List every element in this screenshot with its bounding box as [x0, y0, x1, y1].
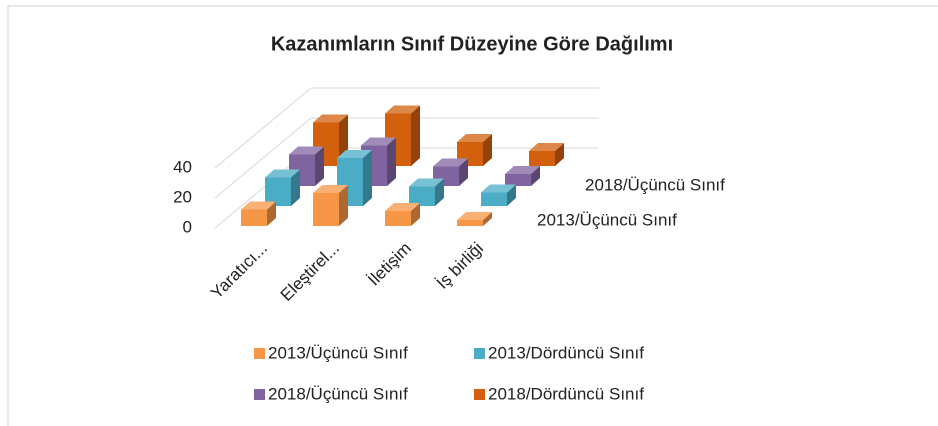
x-tick-label: İletişim	[364, 239, 415, 290]
bar	[241, 209, 267, 226]
bar	[457, 220, 483, 226]
y-tick-label: 0	[183, 217, 192, 236]
bar	[505, 174, 531, 186]
x-tick-label: Eleştirel...	[277, 239, 343, 305]
bar-side	[315, 146, 324, 186]
legend-label: 2018/Üçüncü Sınıf	[268, 384, 408, 403]
bar	[529, 151, 555, 166]
bar-side	[291, 169, 300, 206]
legend-swatch	[474, 348, 485, 359]
bar-top	[457, 212, 492, 220]
chart-frame	[7, 5, 938, 426]
bar-side	[435, 178, 444, 206]
bar-side	[411, 203, 420, 226]
bar-side	[363, 150, 372, 206]
chart-title: Kazanımların Sınıf Düzeyine Göre Dağılım…	[271, 33, 673, 55]
bar-side	[267, 201, 276, 226]
legend-label: 2013/Üçüncü Sınıf	[268, 343, 408, 362]
legend-swatch	[254, 389, 265, 400]
legend-label: 2018/Dördüncü Sınıf	[488, 384, 644, 403]
bar	[265, 177, 291, 206]
bar	[313, 193, 339, 226]
y-tick-label: 40	[173, 157, 192, 176]
legend-swatch	[474, 389, 485, 400]
bar	[409, 186, 435, 206]
legend-label: 2013/Dördüncü Sınıf	[488, 343, 644, 362]
bar-top	[433, 158, 468, 167]
x-tick-label: İş birliği	[433, 239, 487, 293]
bar-side	[387, 137, 396, 186]
bar-top	[337, 150, 372, 158]
x-tick-label: Yaratıcı...	[207, 239, 271, 303]
bar-top	[361, 137, 396, 146]
bar	[385, 211, 411, 226]
bar-top	[409, 178, 444, 187]
bar-top	[385, 203, 420, 211]
bar-top	[289, 146, 324, 155]
legend-swatch	[254, 348, 265, 359]
bar-side	[339, 185, 348, 226]
bar-top	[241, 201, 276, 210]
y-tick-label: 20	[173, 187, 192, 206]
bar-top	[265, 169, 300, 178]
bar-side	[459, 158, 468, 186]
grid-line	[214, 117, 312, 199]
bar-side	[483, 212, 492, 226]
bar-top	[385, 105, 420, 114]
grid-line	[214, 87, 312, 169]
bar-side	[555, 143, 564, 166]
bar-top	[481, 184, 516, 193]
bar-side	[483, 134, 492, 166]
bar-top	[505, 166, 540, 174]
bar-top	[313, 185, 348, 193]
bar-side	[507, 184, 516, 206]
bar-top	[529, 143, 564, 151]
bar-top	[313, 114, 348, 123]
bar-top	[457, 134, 492, 142]
depth-label: 2018/Üçüncü Sınıf	[585, 175, 725, 194]
bar-side	[531, 166, 540, 186]
bar-side	[411, 105, 420, 166]
depth-label: 2013/Üçüncü Sınıf	[537, 210, 677, 229]
bar	[481, 192, 507, 206]
